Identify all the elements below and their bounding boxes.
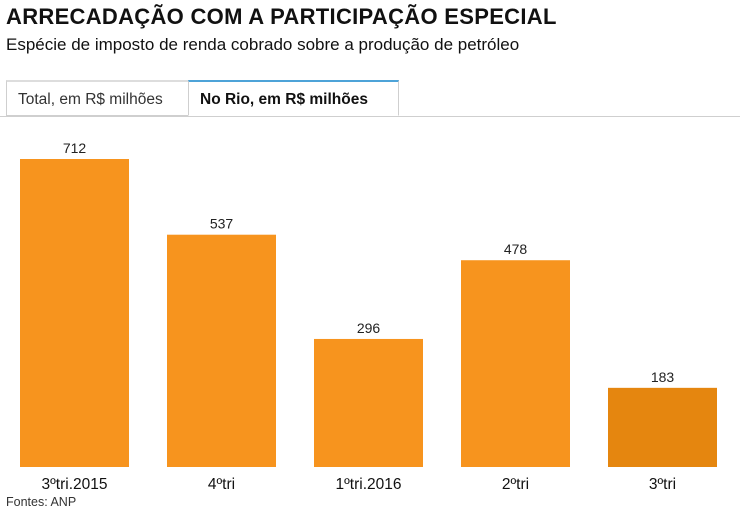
bar-chart: 712 3ºtri.2015 537 4ºtri 296 1ºtri.2016 478 2ºt… xyxy=(20,140,717,493)
tab-divider xyxy=(0,116,740,117)
data-label-4: 478 xyxy=(504,241,528,257)
source-note: Fontes: ANP xyxy=(6,495,77,509)
chart-subtitle: Espécie de imposto de renda cobrado sobr… xyxy=(6,35,520,54)
bar-5 xyxy=(608,387,717,467)
data-label-3: 296 xyxy=(357,320,381,336)
tab-total[interactable]: Total, em R$ milhões xyxy=(6,80,189,116)
bar-1 xyxy=(20,159,129,467)
tab-no-rio[interactable]: No Rio, em R$ milhões xyxy=(188,80,399,116)
category-label-3: 1ºtri.2016 xyxy=(336,476,402,493)
data-label-1: 712 xyxy=(63,140,87,156)
category-label-1: 3ºtri.2015 xyxy=(42,476,108,493)
chart-title: ARRECADAÇÃO COM A PARTICIPAÇÃO ESPECIAL xyxy=(6,4,557,29)
bar-2 xyxy=(167,234,276,467)
category-label-4: 2ºtri xyxy=(502,476,529,493)
data-label-5: 183 xyxy=(651,369,675,385)
tab-bar: Total, em R$ milhões No Rio, em R$ milhõ… xyxy=(6,80,399,116)
category-label-2: 4ºtri xyxy=(208,476,235,493)
bar-3 xyxy=(314,338,423,467)
category-label-5: 3ºtri xyxy=(649,476,676,493)
bar-4 xyxy=(461,260,570,467)
data-label-2: 537 xyxy=(210,216,234,232)
